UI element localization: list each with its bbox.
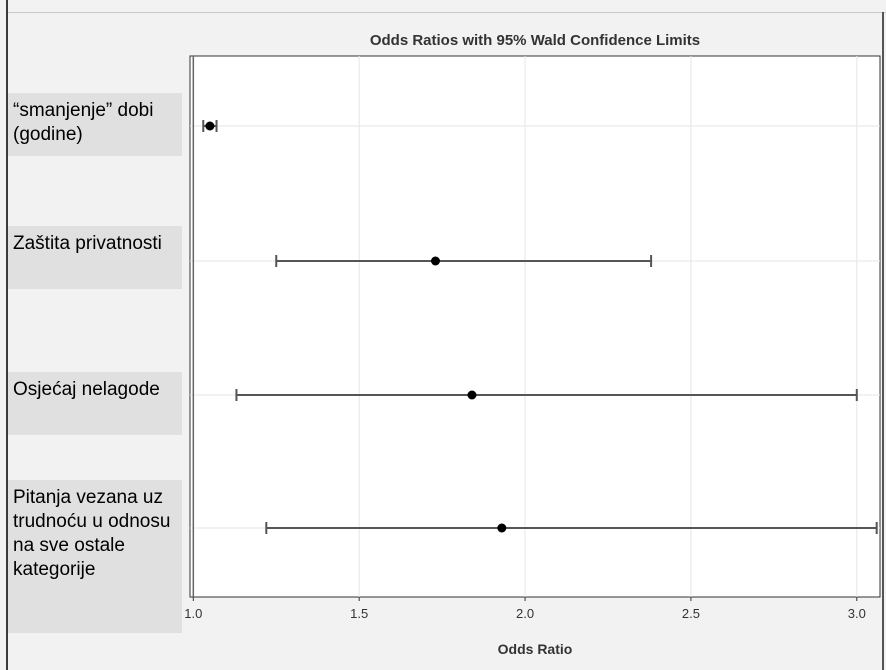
- category-label: “smanjenje” dobi (godine): [8, 93, 182, 156]
- x-axis-label: Odds Ratio: [497, 641, 573, 657]
- category-label: Osjećaj nelagode: [8, 372, 182, 435]
- left-border: [6, 0, 8, 670]
- odds-ratio-point: [467, 390, 477, 400]
- chart-title: Odds Ratios with 95% Wald Confidence Lim…: [369, 32, 701, 49]
- x-tick-label: 1.0: [184, 606, 202, 621]
- category-label: Zaštita privatnosti: [8, 226, 182, 289]
- odds-ratio-point: [497, 523, 507, 533]
- x-tick-label: 2.0: [516, 606, 534, 621]
- odds-ratio-point: [205, 121, 215, 131]
- top-border: [8, 12, 886, 13]
- x-tick-label: 3.0: [848, 606, 866, 621]
- plot-area: [189, 55, 881, 598]
- marks-layer: [202, 120, 878, 534]
- right-border: [882, 12, 884, 670]
- x-tick-layer: 1.0 1.5 2.0 2.5 3.0: [184, 597, 866, 621]
- x-tick-label: 2.5: [682, 606, 700, 621]
- category-label: Pitanja vezana uz trudnoću u odnosu na s…: [8, 480, 182, 633]
- x-tick-label: 1.5: [350, 606, 368, 621]
- odds-ratio-point: [430, 256, 440, 266]
